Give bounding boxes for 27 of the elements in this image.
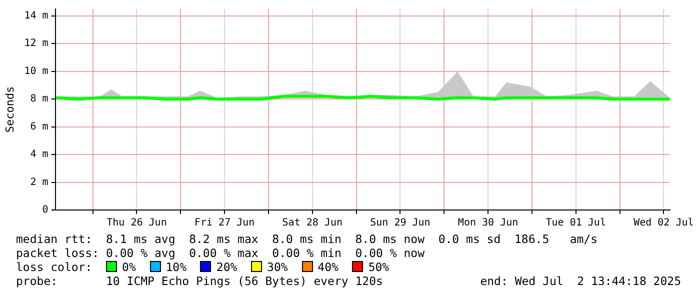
y-tick-label: 4 m [30,149,48,160]
x-tick-label: Thu 26 Jun [106,218,167,229]
text: 40% [318,260,338,274]
text: median rtt: 8.1 ms avg 8.2 ms max 8.0 ms min 8.0 ms now 0.0 ms sd 186.5 am/s [16,232,598,246]
text: end: Wed Jul 2 13:44:18 2025 [480,274,681,288]
y-tick-label: 8 m [30,94,48,105]
text: packet loss: 0.00 % avg 0.00 % max 0.00 % min 0.00 % now [16,246,424,260]
y-axis-title: Seconds [3,86,16,133]
y-tick-label: 0 [42,204,48,216]
text: probe: 10 ICMP Echo Pings (56 Bytes) every 120s [16,274,383,288]
text: loss color: [16,260,92,274]
y-tick-label: 12 m [24,38,48,50]
y-tick-label: 6 m [30,121,48,132]
text: 0% [122,260,136,274]
y-tick-label: 14 m [24,10,48,22]
x-tick-label: Tue 01 Jul [546,218,606,229]
text: 50% [368,260,390,274]
y-tick-label: 10 m [24,66,48,77]
text: 10% [166,260,187,274]
x-tick-label: Mon 30 Jun [458,218,518,229]
x-tick-label: Wed 02 Jul [634,218,694,229]
x-tick-label: Fri 27 Jun [194,218,255,229]
x-tick-label: Sun 29 Jun [370,218,430,229]
text: 30% [267,260,288,274]
text: 20% [216,260,238,274]
x-tick-label: Sat 28 Jun [282,218,343,229]
y-tick-label: 2 m [30,176,48,188]
